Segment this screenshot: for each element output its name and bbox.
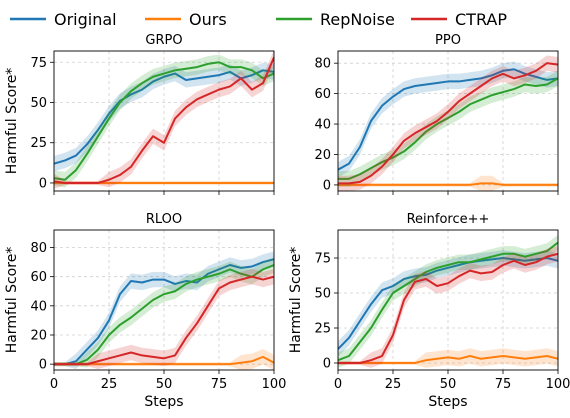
y-axis-label: Harmful Score* [288, 247, 304, 354]
series-line-ctrap [54, 57, 274, 184]
y-tick-label: 80 [30, 241, 47, 256]
series-group [338, 55, 558, 191]
y-tick-label: 0 [39, 358, 47, 373]
series-line-ctrap [54, 275, 274, 366]
series-band-original [54, 251, 274, 369]
y-tick-label: 75 [30, 56, 47, 71]
series-line-repnoise [54, 61, 274, 181]
x-tick-label: 100 [546, 377, 570, 392]
chart-panel-reinforce: 0 25 50 75 100 0 25 50 75 Reinforce++ Harmful Scor… [288, 212, 570, 410]
series-line-repnoise [54, 264, 274, 366]
x-axis-label: Steps [428, 394, 467, 410]
x-tick-label: 75 [211, 377, 228, 392]
x-tick-label: 0 [334, 377, 342, 392]
chart-title: GRPO [145, 33, 182, 48]
series-line-original [338, 257, 558, 350]
chart-title: PPO [435, 33, 461, 48]
series-band-original [54, 62, 274, 172]
y-tick-label: 50 [30, 96, 47, 111]
y-tick-label: 20 [30, 329, 47, 344]
series-line-ctrap [338, 252, 558, 364]
y-axis-label: Harmful Score* [4, 247, 20, 354]
series-band-ctrap [338, 55, 558, 191]
x-tick-label: 75 [495, 377, 512, 392]
series-line-ctrap [338, 62, 558, 185]
series-line-ours [338, 182, 558, 186]
series-group [54, 251, 274, 370]
y-tick-label: 75 [314, 252, 331, 267]
y-tick-label: 25 [314, 322, 331, 337]
y-tick-label: 40 [30, 299, 47, 314]
series-band-original [338, 250, 558, 357]
y-tick-label: 0 [39, 176, 47, 191]
series-line-repnoise [338, 241, 558, 362]
y-tick-label: 60 [314, 87, 331, 102]
legend-label-repnoise: RepNoise [320, 10, 395, 29]
y-tick-label: 80 [314, 57, 331, 72]
series-band-repnoise [54, 54, 274, 188]
chart-panel-rloo: 0 25 50 75 100 0 20 40 60 80 RLOO Harmful Score* Ste… [4, 212, 286, 410]
chart-title: Reinforce++ [407, 212, 490, 227]
x-tick-label: 100 [262, 377, 287, 392]
series-line-original [338, 68, 558, 171]
series-band-original [338, 61, 558, 178]
series-line-repnoise [338, 77, 558, 180]
x-tick-label: 25 [385, 377, 402, 392]
chart-title: RLOO [146, 212, 182, 227]
y-tick-label: 50 [314, 287, 331, 302]
series-band-ctrap [54, 268, 274, 369]
x-tick-label: 0 [50, 377, 58, 392]
x-tick-label: 50 [440, 377, 457, 392]
x-tick-label: 25 [101, 377, 118, 392]
y-tick-label: 25 [30, 136, 47, 151]
series-band-ctrap [54, 51, 274, 190]
series-band-repnoise [54, 257, 274, 368]
series-group [338, 234, 558, 368]
series-line-original [54, 258, 274, 366]
y-tick-label: 0 [323, 178, 331, 193]
series-band-ours [338, 175, 558, 191]
chart-panel-grpo: 0 25 50 75 GRPO Harmful Score* [4, 33, 275, 195]
legend-label-ours: Ours [189, 10, 227, 29]
y-tick-label: 20 [314, 148, 331, 163]
y-axis-label: Harmful Score* [4, 68, 20, 175]
legend-label-original: Original [54, 10, 117, 29]
series-group [54, 51, 274, 190]
series-band-repnoise [338, 234, 558, 368]
y-tick-label: 60 [30, 270, 47, 285]
x-tick-label: 50 [156, 377, 173, 392]
legend: Original Ours RepNoise CTRAP [10, 10, 507, 29]
y-tick-label: 40 [314, 118, 331, 133]
chart-panel-ppo: 0 20 40 60 80 PPO [314, 33, 559, 195]
x-axis-label: Steps [144, 394, 183, 410]
series-line-original [54, 69, 274, 165]
chart-panels: 0 25 50 75 GRPO Harmful Score* 0 20 40 60 80 PPO 0 25… [4, 33, 570, 410]
series-line-ours [338, 355, 558, 364]
series-band-ctrap [338, 246, 558, 368]
legend-label-ctrap: CTRAP [455, 10, 507, 29]
y-tick-label: 0 [323, 357, 331, 372]
